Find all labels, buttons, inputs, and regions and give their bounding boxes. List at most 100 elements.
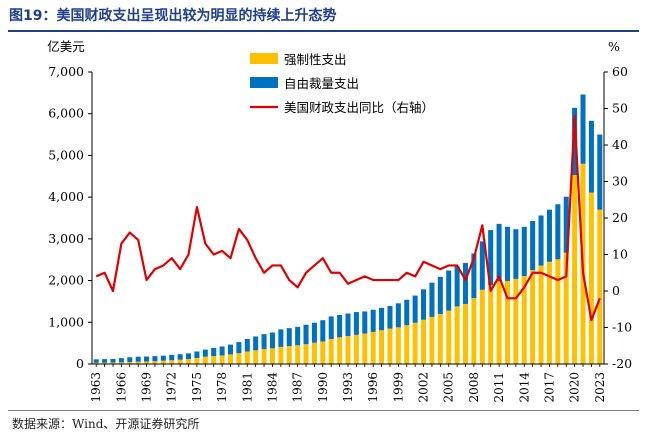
x-tick-label: 2002 [417,372,431,403]
bar-segment-0-1986 [286,346,292,364]
bar-segment-0-1967 [127,362,133,364]
left-tick-label: 2,000 [48,273,84,288]
x-tick-label: 2020 [568,372,582,403]
x-tick-label: 1969 [140,372,154,403]
bar-segment-1-2001 [412,295,418,323]
bar-segment-0-1978 [219,355,225,364]
bar-segment-0-1991 [328,338,334,364]
bar-segment-1-1982 [253,336,259,351]
left-tick-label: 0 [76,356,84,371]
bar-segment-0-2005 [446,310,452,364]
bar-segment-0-1969 [144,361,150,364]
bar-segment-0-1987 [295,345,301,364]
x-tick-label: 2008 [467,372,481,403]
bar-segment-1-2016 [538,215,544,266]
bar-segment-1-1997 [379,307,385,331]
bar-segment-0-2017 [546,261,552,364]
bar-segment-1-2012 [504,226,510,281]
bar-segment-1-2022 [588,120,594,193]
bar-segment-1-1979 [227,344,234,355]
left-tick-label: 3,000 [48,231,84,246]
bar-segment-1-2005 [446,270,452,311]
right-tick-label: -20 [612,356,632,371]
bar-segment-1-1996 [370,309,376,332]
right-tick-label: -10 [612,320,632,335]
bar-segment-1-1969 [144,356,150,362]
right-tick-label: 60 [612,64,628,79]
left-tick-label: 5,000 [48,147,84,162]
bar-segment-0-1964 [102,362,108,364]
bar-segment-1-1995 [362,311,368,334]
bar-segment-0-2018 [555,259,561,364]
bar-segment-1-1976 [202,349,208,357]
bar-segment-1-1964 [102,359,108,363]
bar-segment-1-1981 [244,338,250,352]
x-tick-label: 2023 [593,372,607,403]
bar-segment-0-1965 [110,362,116,364]
bar-segment-1-2023 [597,134,603,210]
bar-segment-0-2001 [412,322,418,364]
figure-title: 图19：美国财政支出呈现出较为明显的持续上升态势 [9,8,337,24]
bar-segment-0-1995 [362,333,368,364]
bar-segment-0-1970 [152,361,158,364]
bar-segment-0-1981 [244,351,250,364]
bar-segment-1-1966 [118,358,124,363]
bar-segment-0-1963 [93,362,99,364]
bar-segment-0-1984 [269,348,275,364]
bar-segment-0-1973 [177,359,183,364]
bar-segment-1-2021 [580,94,586,164]
bar-segment-1-2017 [546,209,552,262]
bar-segment-0-1992 [337,337,343,364]
bar-segment-1-2014 [521,226,527,276]
bar-segment-0-2019 [563,252,569,364]
bar-segment-0-1998 [387,328,393,364]
bar-segment-0-1982 [253,350,259,364]
bar-segment-1-1972 [169,354,175,361]
right-tick-label: 50 [612,101,628,116]
bar-segment-1-1988 [303,324,309,345]
bar-segment-1-1963 [93,359,99,363]
bar-segment-1-1980 [236,342,242,354]
bar-segment-0-1980 [236,353,242,364]
bar-segment-1-1970 [152,356,158,362]
legend-swatch-1 [250,77,278,88]
bar-segment-1-2020 [572,107,578,176]
bar-segment-1-1992 [337,314,343,338]
bar-segment-0-2020 [572,175,578,364]
bar-segment-1-1990 [320,320,326,342]
bar-segment-1-1971 [160,355,166,361]
bar-segment-0-1996 [370,331,376,364]
left-tick-label: 7,000 [48,64,84,79]
bar-segment-0-1976 [202,356,208,364]
bar-segment-1-1993 [345,313,351,337]
bar-segment-1-1991 [328,316,334,339]
bar-segment-1-2011 [496,223,502,282]
bar-segment-0-1989 [311,342,317,364]
bar-segment-0-1990 [320,341,326,364]
bar-segment-0-2006 [454,306,460,364]
bar-segment-0-2014 [521,275,527,364]
legend-swatch-0 [250,53,278,64]
legend-label-2: 美国财政支出同比（右轴） [284,100,434,115]
bar-segment-0-1988 [303,344,309,364]
bar-segment-1-1974 [186,353,192,359]
x-tick-label: 1963 [89,372,103,403]
bar-segment-0-2010 [488,285,494,364]
right-tick-label: 30 [612,174,628,189]
line-layer [95,114,601,322]
bar-segment-0-1971 [160,360,166,364]
bar-segment-1-1985 [278,329,284,347]
x-tick-label: 1972 [165,372,179,403]
bar-segment-1-1999 [395,303,401,328]
bar-segment-1-1989 [311,322,317,343]
bar-segment-1-2000 [404,299,410,326]
bar-segment-0-2013 [513,278,519,364]
title-rule [8,30,639,32]
x-tick-label: 2014 [517,372,531,403]
x-tick-label: 1999 [391,372,405,403]
left-tick-label: 6,000 [48,106,84,121]
bar-segment-0-2008 [471,298,477,364]
bar-segment-1-2008 [471,253,477,299]
bar-segment-1-1987 [295,326,301,346]
